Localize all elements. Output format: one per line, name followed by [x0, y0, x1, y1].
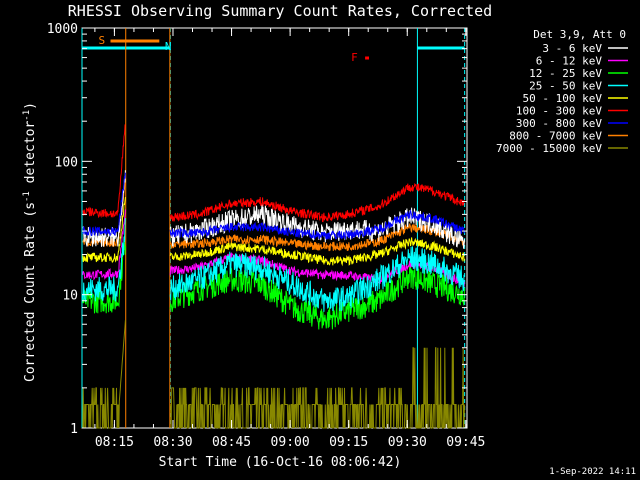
chart-title: RHESSI Observing Summary Count Rates, Co…	[68, 2, 492, 20]
x-tick-label-6: 09:45	[446, 435, 485, 450]
legend-item-6-12-kev-label: 6 - 12 keV	[536, 55, 603, 68]
x-tick-label-3: 09:00	[271, 435, 310, 450]
y-axis-label: Corrected Count Rate (s-1 detector-1)	[22, 102, 38, 382]
legend-item-3-6-kev-label: 3 - 6 keV	[542, 42, 602, 55]
y-axis-label-sup2: -1	[22, 110, 32, 121]
y-tick-label-3: 1000	[47, 22, 78, 37]
y-axis-label-sup1: -1	[22, 191, 32, 202]
legend-item-50-100-kev-label: 50 - 100 keV	[523, 92, 603, 105]
legend-item-12-25-kev-label: 12 - 25 keV	[529, 67, 602, 80]
x-tick-label-4: 09:15	[329, 435, 368, 450]
legend-item-800-7000-kev-label: 800 - 7000 keV	[509, 130, 602, 143]
legend-item-7000-15000-kev-label: 7000 - 15000 keV	[496, 142, 602, 155]
y-axis-label-main: Corrected Count Rate (s	[23, 202, 38, 382]
x-tick-label-2: 08:45	[212, 435, 251, 450]
legend-item-100-300-kev-label: 100 - 300 keV	[516, 105, 602, 118]
y-tick-label-2: 100	[55, 155, 78, 170]
y-axis-label-end: )	[23, 102, 38, 110]
flag-n-label: N	[165, 40, 172, 53]
legend-item-25-50-kev-label: 25 - 50 keV	[529, 80, 602, 93]
x-tick-label-0: 08:15	[95, 435, 134, 450]
date-stamp: 1-Sep-2022 14:11	[549, 467, 636, 477]
legend-header: Det 3,9, Att 0	[533, 28, 626, 41]
x-tick-label-5: 09:30	[388, 435, 427, 450]
y-tick-label-0: 1	[70, 422, 78, 437]
series-7000-15000-kev	[82, 320, 465, 429]
flag-s-label: S	[99, 34, 106, 47]
legend-item-300-800-kev-label: 300 - 800 keV	[516, 117, 602, 130]
y-tick-label-1: 10	[62, 289, 78, 304]
flag-f-label: F	[351, 51, 358, 64]
series-50-100-kev	[82, 197, 465, 267]
series-12-25-kev	[82, 235, 465, 330]
series-25-50-kev	[82, 218, 465, 312]
x-tick-label-1: 08:30	[153, 435, 192, 450]
series-100-300-kev	[82, 124, 465, 223]
axis-layer: 08:15 08:30 08:45 09:00 09:15 09:30 09:45 1 10 10…	[47, 22, 486, 450]
y-axis-label-mid: detector	[23, 121, 38, 192]
x-axis-label: Start Time (16-Oct-16 08:06:42)	[159, 455, 402, 470]
series-300-800-kev	[82, 172, 465, 241]
series-layer	[82, 124, 465, 429]
